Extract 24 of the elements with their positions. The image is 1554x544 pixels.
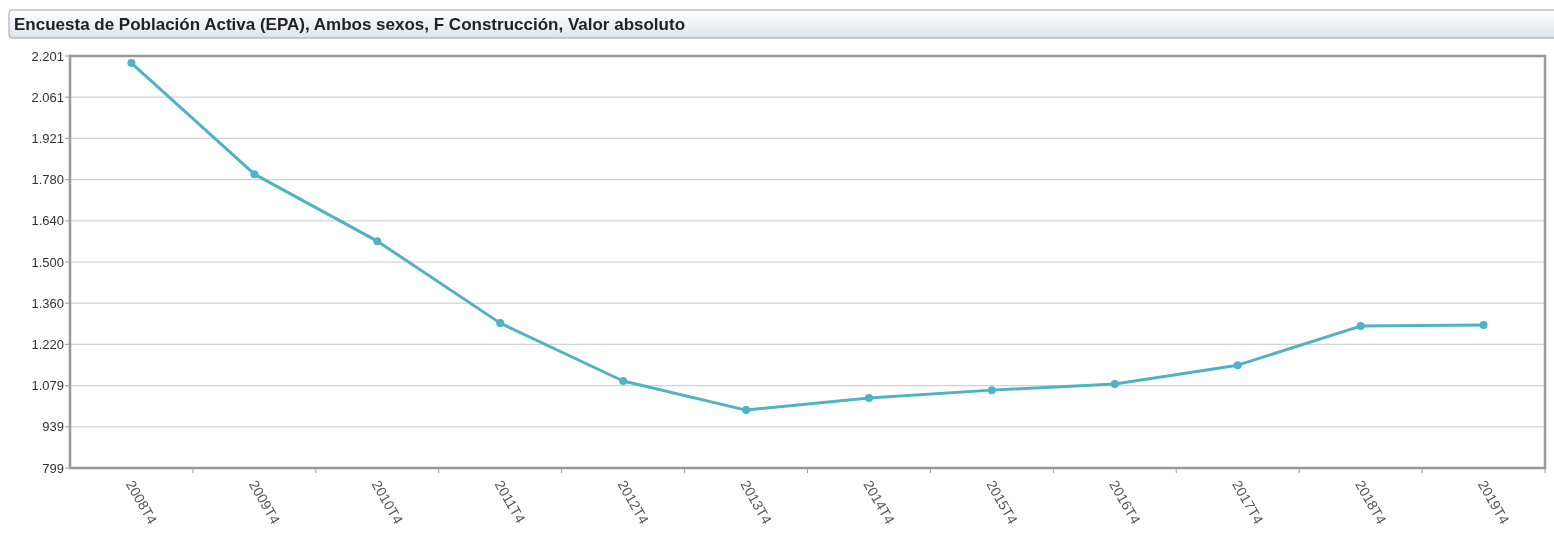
point	[1479, 320, 1488, 329]
y-tick-label: 799	[42, 460, 64, 476]
point	[496, 319, 505, 328]
point	[864, 394, 873, 403]
y-tick-label: 1.921	[31, 130, 64, 146]
point	[1233, 361, 1242, 370]
point	[1110, 379, 1119, 388]
point	[127, 59, 136, 68]
y-tick-label: 1.780	[31, 172, 64, 188]
y-tick-label: 939	[42, 419, 64, 435]
point	[1356, 322, 1365, 331]
chart-title: Encuesta de Población Activa (EPA), Ambos sexos, F Construcción, Valor absoluto	[14, 15, 686, 34]
y-tick-label: 2.061	[31, 89, 64, 105]
y-tick-label: 1.500	[31, 254, 64, 270]
point	[373, 237, 382, 246]
point	[742, 406, 751, 415]
y-tick-label: 1.360	[31, 295, 64, 311]
y-tick-label: 2.201	[31, 48, 64, 64]
y-tick-label: 1.640	[31, 213, 64, 229]
point	[619, 377, 628, 386]
y-tick-label: 1.079	[31, 378, 64, 394]
y-tick-label: 1.220	[31, 336, 64, 352]
point	[987, 386, 996, 395]
point	[250, 170, 259, 179]
